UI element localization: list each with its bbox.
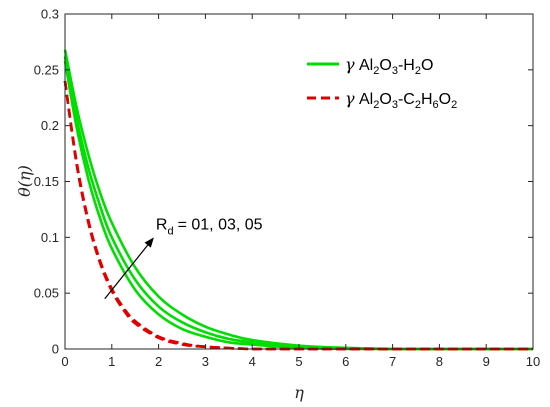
legend-label-c2h6o2: γ Al2O3-C2H6O2 bbox=[345, 89, 457, 111]
x-tick-label: 2 bbox=[155, 354, 162, 369]
x-tick-label: 8 bbox=[436, 354, 443, 369]
legend: γ Al2O3-H2O γ Al2O3-C2H6O2 bbox=[300, 40, 526, 112]
series-line-c2h6o2-3 bbox=[63, 80, 533, 351]
x-tick-label: 1 bbox=[108, 354, 115, 369]
y-tick-label: 0.25 bbox=[34, 62, 59, 77]
x-tick-label: 0 bbox=[61, 354, 68, 369]
annotation-arrow bbox=[104, 244, 149, 300]
annotation-symbol: R bbox=[156, 216, 168, 233]
y-tick-label: 0.1 bbox=[41, 230, 59, 245]
y-tick-label: 0.3 bbox=[41, 7, 59, 22]
y-tick-label: 0.15 bbox=[34, 174, 59, 189]
x-tick-label: 3 bbox=[202, 354, 209, 369]
x-tick-label: 6 bbox=[342, 354, 349, 369]
x-tick-label: 10 bbox=[526, 354, 540, 369]
annotation-arrowhead bbox=[144, 237, 154, 248]
annotation-label: Rd = 01, 03, 05 bbox=[156, 216, 263, 237]
y-axis-title: θ(η) bbox=[15, 165, 34, 197]
legend-label-h2o: γ Al2O3-H2O bbox=[345, 55, 433, 77]
x-tick-label: 9 bbox=[483, 354, 490, 369]
annotation-values: = 01, 03, 05 bbox=[178, 216, 263, 233]
y-tick-label: 0.2 bbox=[41, 118, 59, 133]
y-tick-label: 0 bbox=[52, 342, 59, 357]
legend-box bbox=[300, 40, 526, 112]
annotation-subscript: d bbox=[167, 225, 173, 237]
x-tick-label: 7 bbox=[389, 354, 396, 369]
rd-annotation: Rd = 01, 03, 05 bbox=[104, 216, 263, 300]
tick-marks bbox=[64, 13, 534, 350]
x-axis-title: η bbox=[294, 383, 304, 402]
tick-labels: 0 1 2 3 4 5 6 7 8 9 10 0 0.05 0.1 0.15 0.2 0.25 0.3 bbox=[34, 7, 541, 370]
x-tick-label: 5 bbox=[295, 354, 302, 369]
x-tick-label: 4 bbox=[249, 354, 256, 369]
y-tick-label: 0.05 bbox=[34, 286, 59, 301]
